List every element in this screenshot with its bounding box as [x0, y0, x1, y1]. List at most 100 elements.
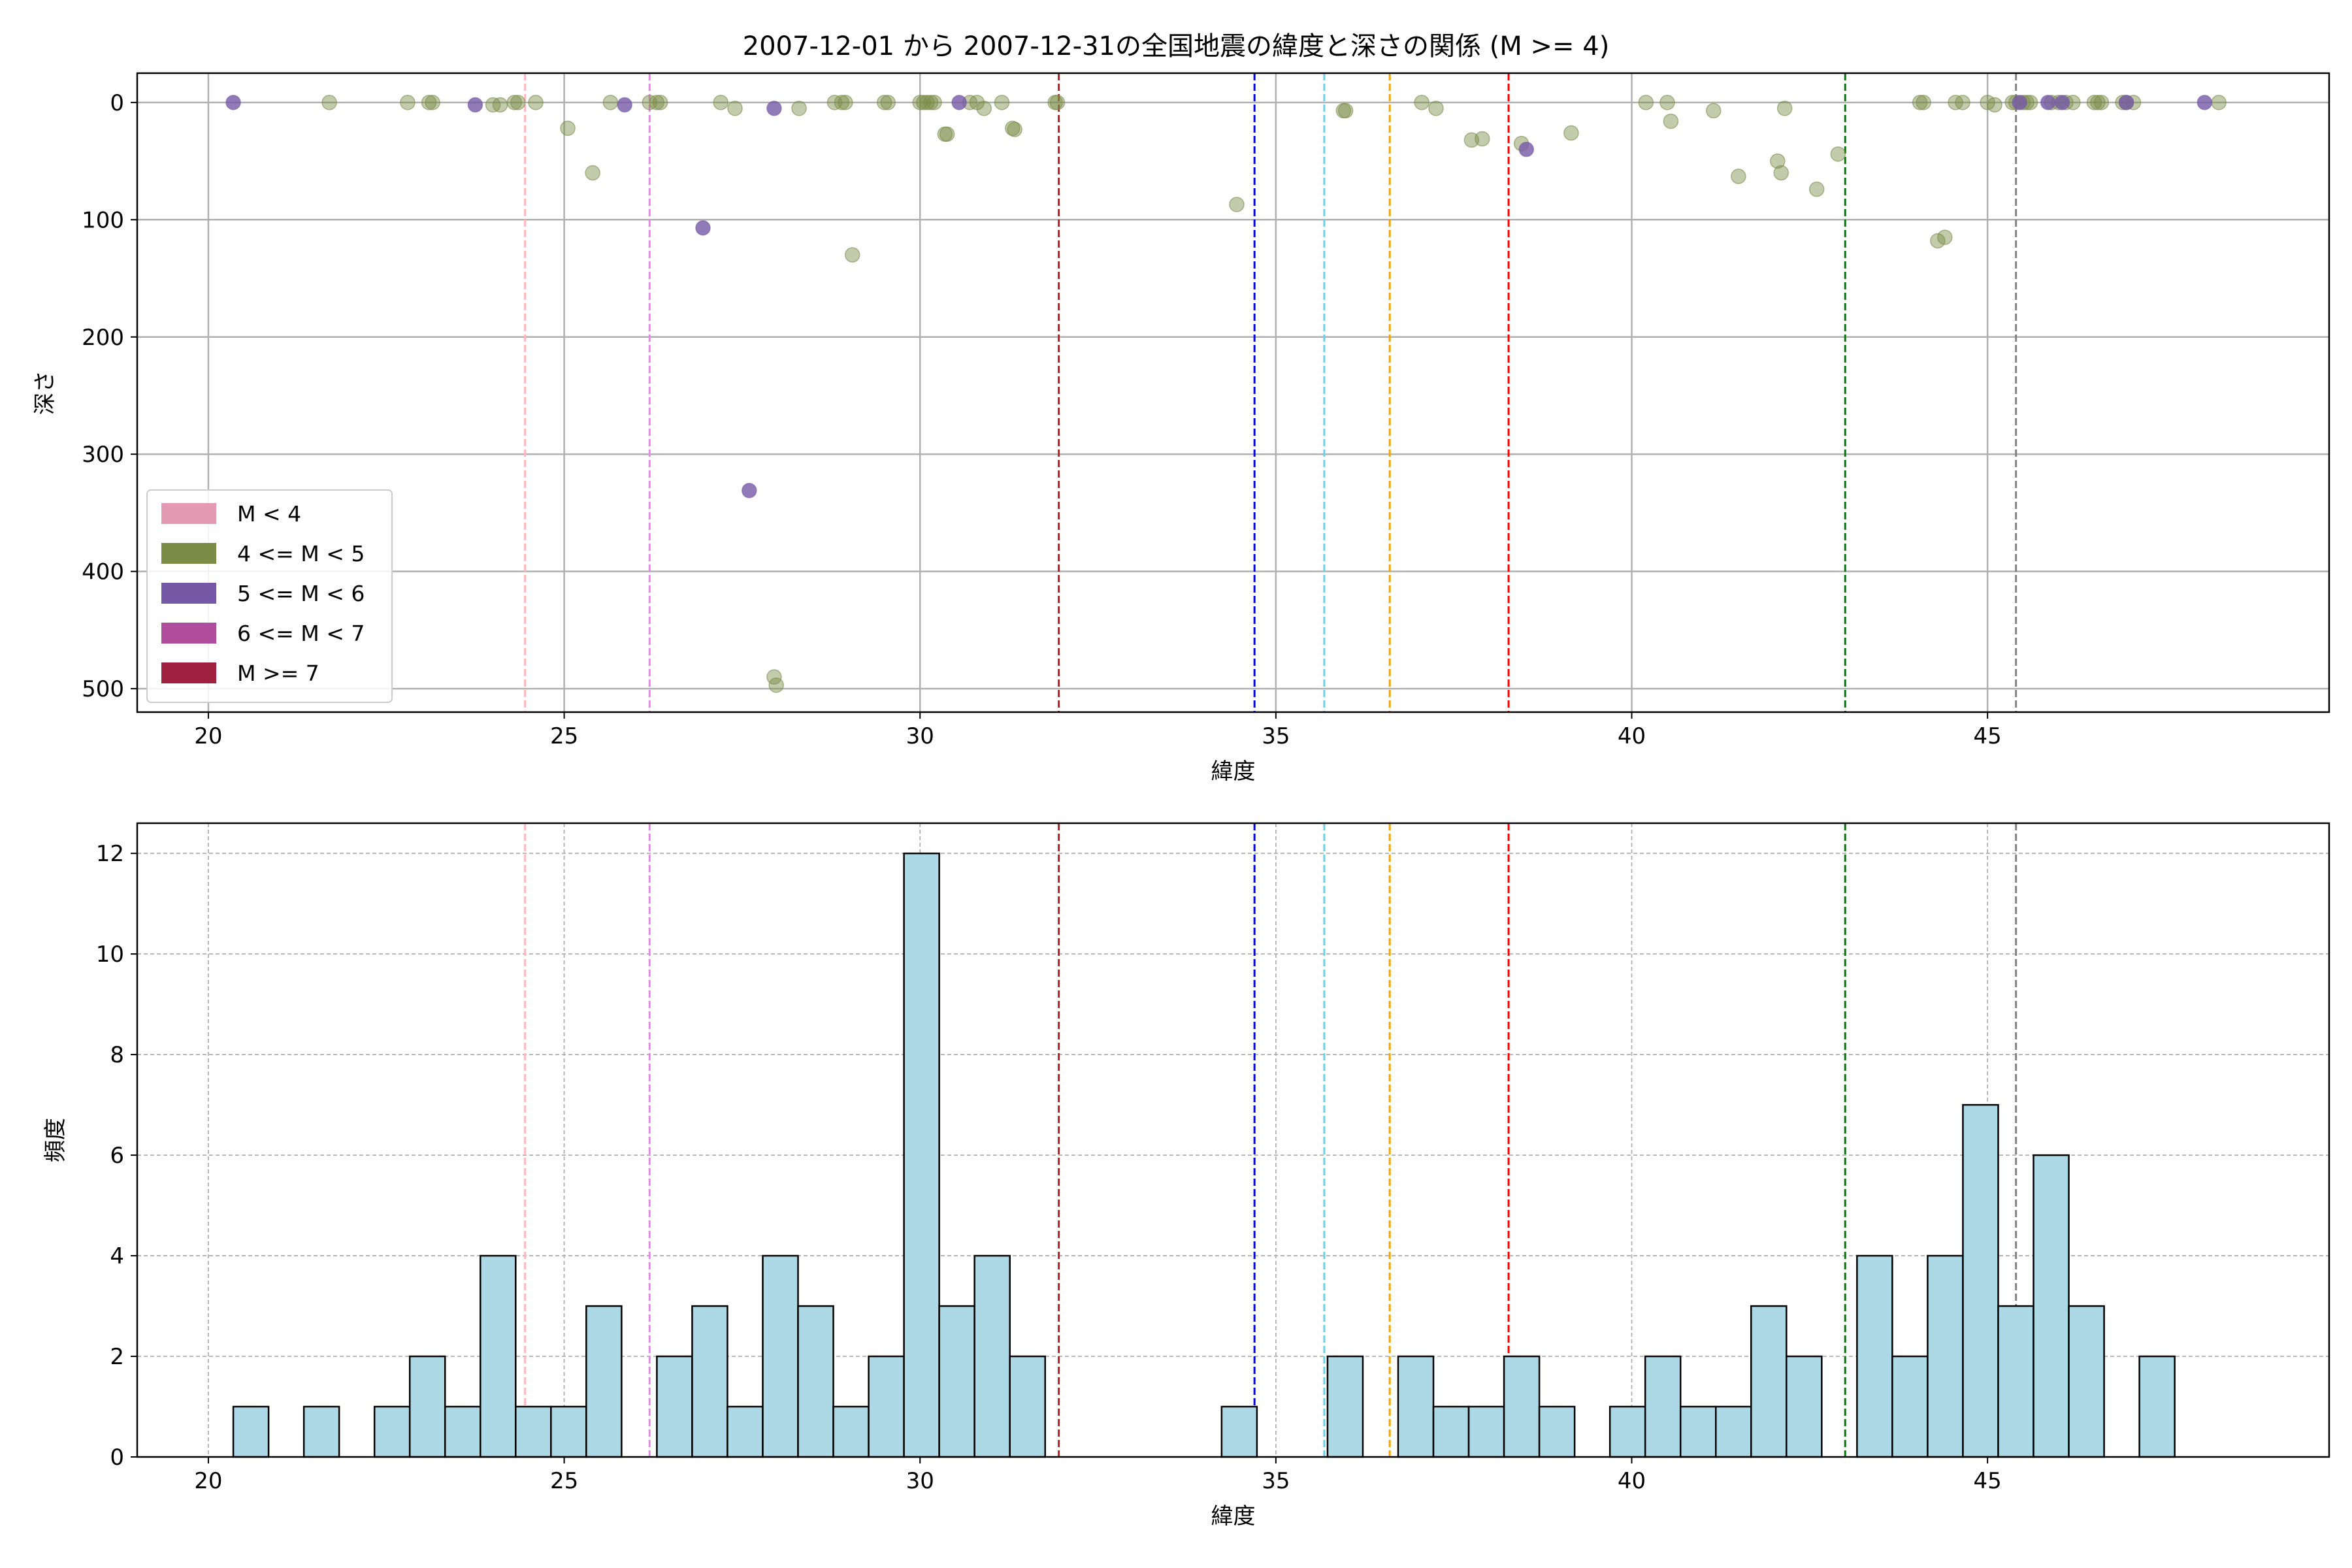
scatter-point — [1659, 95, 1675, 110]
scatter-point — [1007, 122, 1022, 137]
scatter-reference-lines — [524, 73, 2017, 712]
scatter-point — [1912, 95, 1928, 110]
histogram-y-axis-label: 頻度 — [42, 1118, 69, 1162]
scatter-y-tick-label: 200 — [82, 325, 124, 351]
scatter-point — [880, 95, 896, 110]
legend-label: 4 <= M < 5 — [237, 541, 365, 566]
scatter-point — [225, 95, 241, 110]
scatter-point — [951, 95, 967, 110]
histogram-y-tick-label: 0 — [110, 1445, 124, 1471]
histogram-bar — [585, 1305, 623, 1458]
scatter-point — [467, 97, 483, 113]
scatter-point — [1428, 101, 1444, 116]
histogram-x-tick-label: 30 — [906, 1468, 934, 1494]
scatter-point — [425, 95, 440, 110]
scatter-points — [225, 95, 2227, 693]
scatter-point — [617, 97, 632, 113]
histogram-x-tick-label: 45 — [1974, 1468, 2002, 1494]
histogram-bar — [1220, 1405, 1258, 1458]
histogram-bar — [727, 1405, 764, 1458]
histogram-bar — [1326, 1355, 1364, 1458]
histogram-bar — [973, 1254, 1011, 1458]
histogram-bar — [1467, 1405, 1505, 1458]
scatter-y-tick-label: 500 — [82, 676, 124, 702]
scatter-point — [2118, 95, 2134, 110]
histogram-x-tick-label: 35 — [1262, 1468, 1290, 1494]
histogram-bar — [2068, 1305, 2105, 1458]
scatter-point — [560, 120, 576, 137]
scatter-point — [2054, 95, 2070, 110]
scatter-point — [2211, 95, 2227, 110]
legend-label: 6 <= M < 7 — [237, 621, 365, 646]
scatter-x-ticks: 20 25 30 35 40 45 — [194, 712, 2002, 749]
histogram-bar — [1503, 1355, 1541, 1458]
scatter-x-tick-label: 45 — [1974, 723, 2002, 749]
scatter-point — [923, 95, 939, 110]
scatter-point — [492, 97, 508, 113]
histogram-bar — [656, 1355, 693, 1458]
histogram-x-tick-label: 20 — [194, 1468, 222, 1494]
scatter-point — [727, 101, 743, 116]
scatter-point — [1930, 233, 1946, 249]
scatter-point — [1414, 95, 1429, 110]
histogram-bar — [903, 852, 940, 1458]
histogram-bar — [1997, 1305, 2034, 1458]
scatter-point — [1229, 197, 1245, 212]
figure-title: 2007-12-01 から 2007-12-31の全国地震の緯度と深さの関係 (… — [743, 31, 1610, 61]
scatter-point — [321, 95, 337, 110]
scatter-point — [2197, 95, 2213, 110]
histogram-bar — [1786, 1355, 1823, 1458]
scatter-point — [1475, 131, 1490, 147]
histogram-bar — [515, 1405, 552, 1458]
scatter-grid — [137, 73, 2329, 712]
histogram-bar — [832, 1405, 870, 1458]
scatter-point — [1830, 146, 1846, 162]
scatter-point — [844, 247, 860, 263]
histogram-bar — [1750, 1305, 1788, 1458]
scatter-point — [994, 95, 1010, 110]
histogram-bar — [2138, 1355, 2176, 1458]
scatter-point — [1773, 165, 1789, 181]
histogram-bar — [1679, 1405, 1717, 1458]
scatter-point — [1808, 181, 1825, 197]
legend-swatch — [161, 662, 216, 683]
scatter-point — [2012, 95, 2027, 110]
legend-label: M < 4 — [237, 501, 301, 527]
histogram-bar — [550, 1405, 587, 1458]
scatter-point — [1731, 169, 1746, 184]
scatter-point — [1937, 229, 1953, 245]
legend-label: 5 <= M < 6 — [237, 581, 365, 606]
histogram-bar — [1856, 1254, 1893, 1458]
histogram-bar — [232, 1405, 270, 1458]
scatter-point — [976, 101, 992, 116]
histogram-bar — [373, 1405, 411, 1458]
histogram-bar — [1891, 1355, 1929, 1458]
histogram-y-tick-label: 10 — [96, 941, 124, 968]
scatter-point — [510, 95, 526, 110]
histogram-y-tick-label: 4 — [110, 1243, 124, 1269]
scatter-legend: M < 4 4 <= M < 5 5 <= M < 6 6 <= M < 7 M >= … — [146, 489, 393, 703]
scatter-y-ticks: 0 100 200 300 400 500 — [82, 90, 137, 702]
histogram-y-tick-label: 6 — [110, 1143, 124, 1169]
histogram-bar — [868, 1355, 905, 1458]
legend-swatch — [161, 583, 216, 604]
scatter-y-tick-label: 300 — [82, 442, 124, 468]
scatter-y-tick-label: 400 — [82, 559, 124, 585]
scatter-point — [1563, 125, 1579, 141]
histogram-bar — [444, 1405, 482, 1458]
histogram-bar — [797, 1305, 834, 1458]
scatter-point — [585, 165, 600, 181]
scatter-point — [506, 95, 523, 110]
histogram-bar — [1009, 1355, 1046, 1458]
scatter-point — [926, 95, 942, 110]
scatter-point — [1987, 97, 2002, 113]
histogram-bar — [1432, 1405, 1470, 1458]
scatter-point — [791, 101, 807, 116]
scatter-point — [602, 95, 619, 110]
histogram-bar — [1715, 1405, 1752, 1458]
histogram-x-ticks: 20 25 30 35 40 45 — [194, 1457, 2002, 1494]
histogram-x-tick-label: 40 — [1618, 1468, 1646, 1494]
scatter-panel: 20 25 30 35 40 45 0 100 200 300 400 500 緯度 深さ M < … — [32, 72, 2330, 785]
histogram-y-tick-label: 12 — [96, 841, 124, 867]
scatter-point — [1337, 103, 1354, 119]
